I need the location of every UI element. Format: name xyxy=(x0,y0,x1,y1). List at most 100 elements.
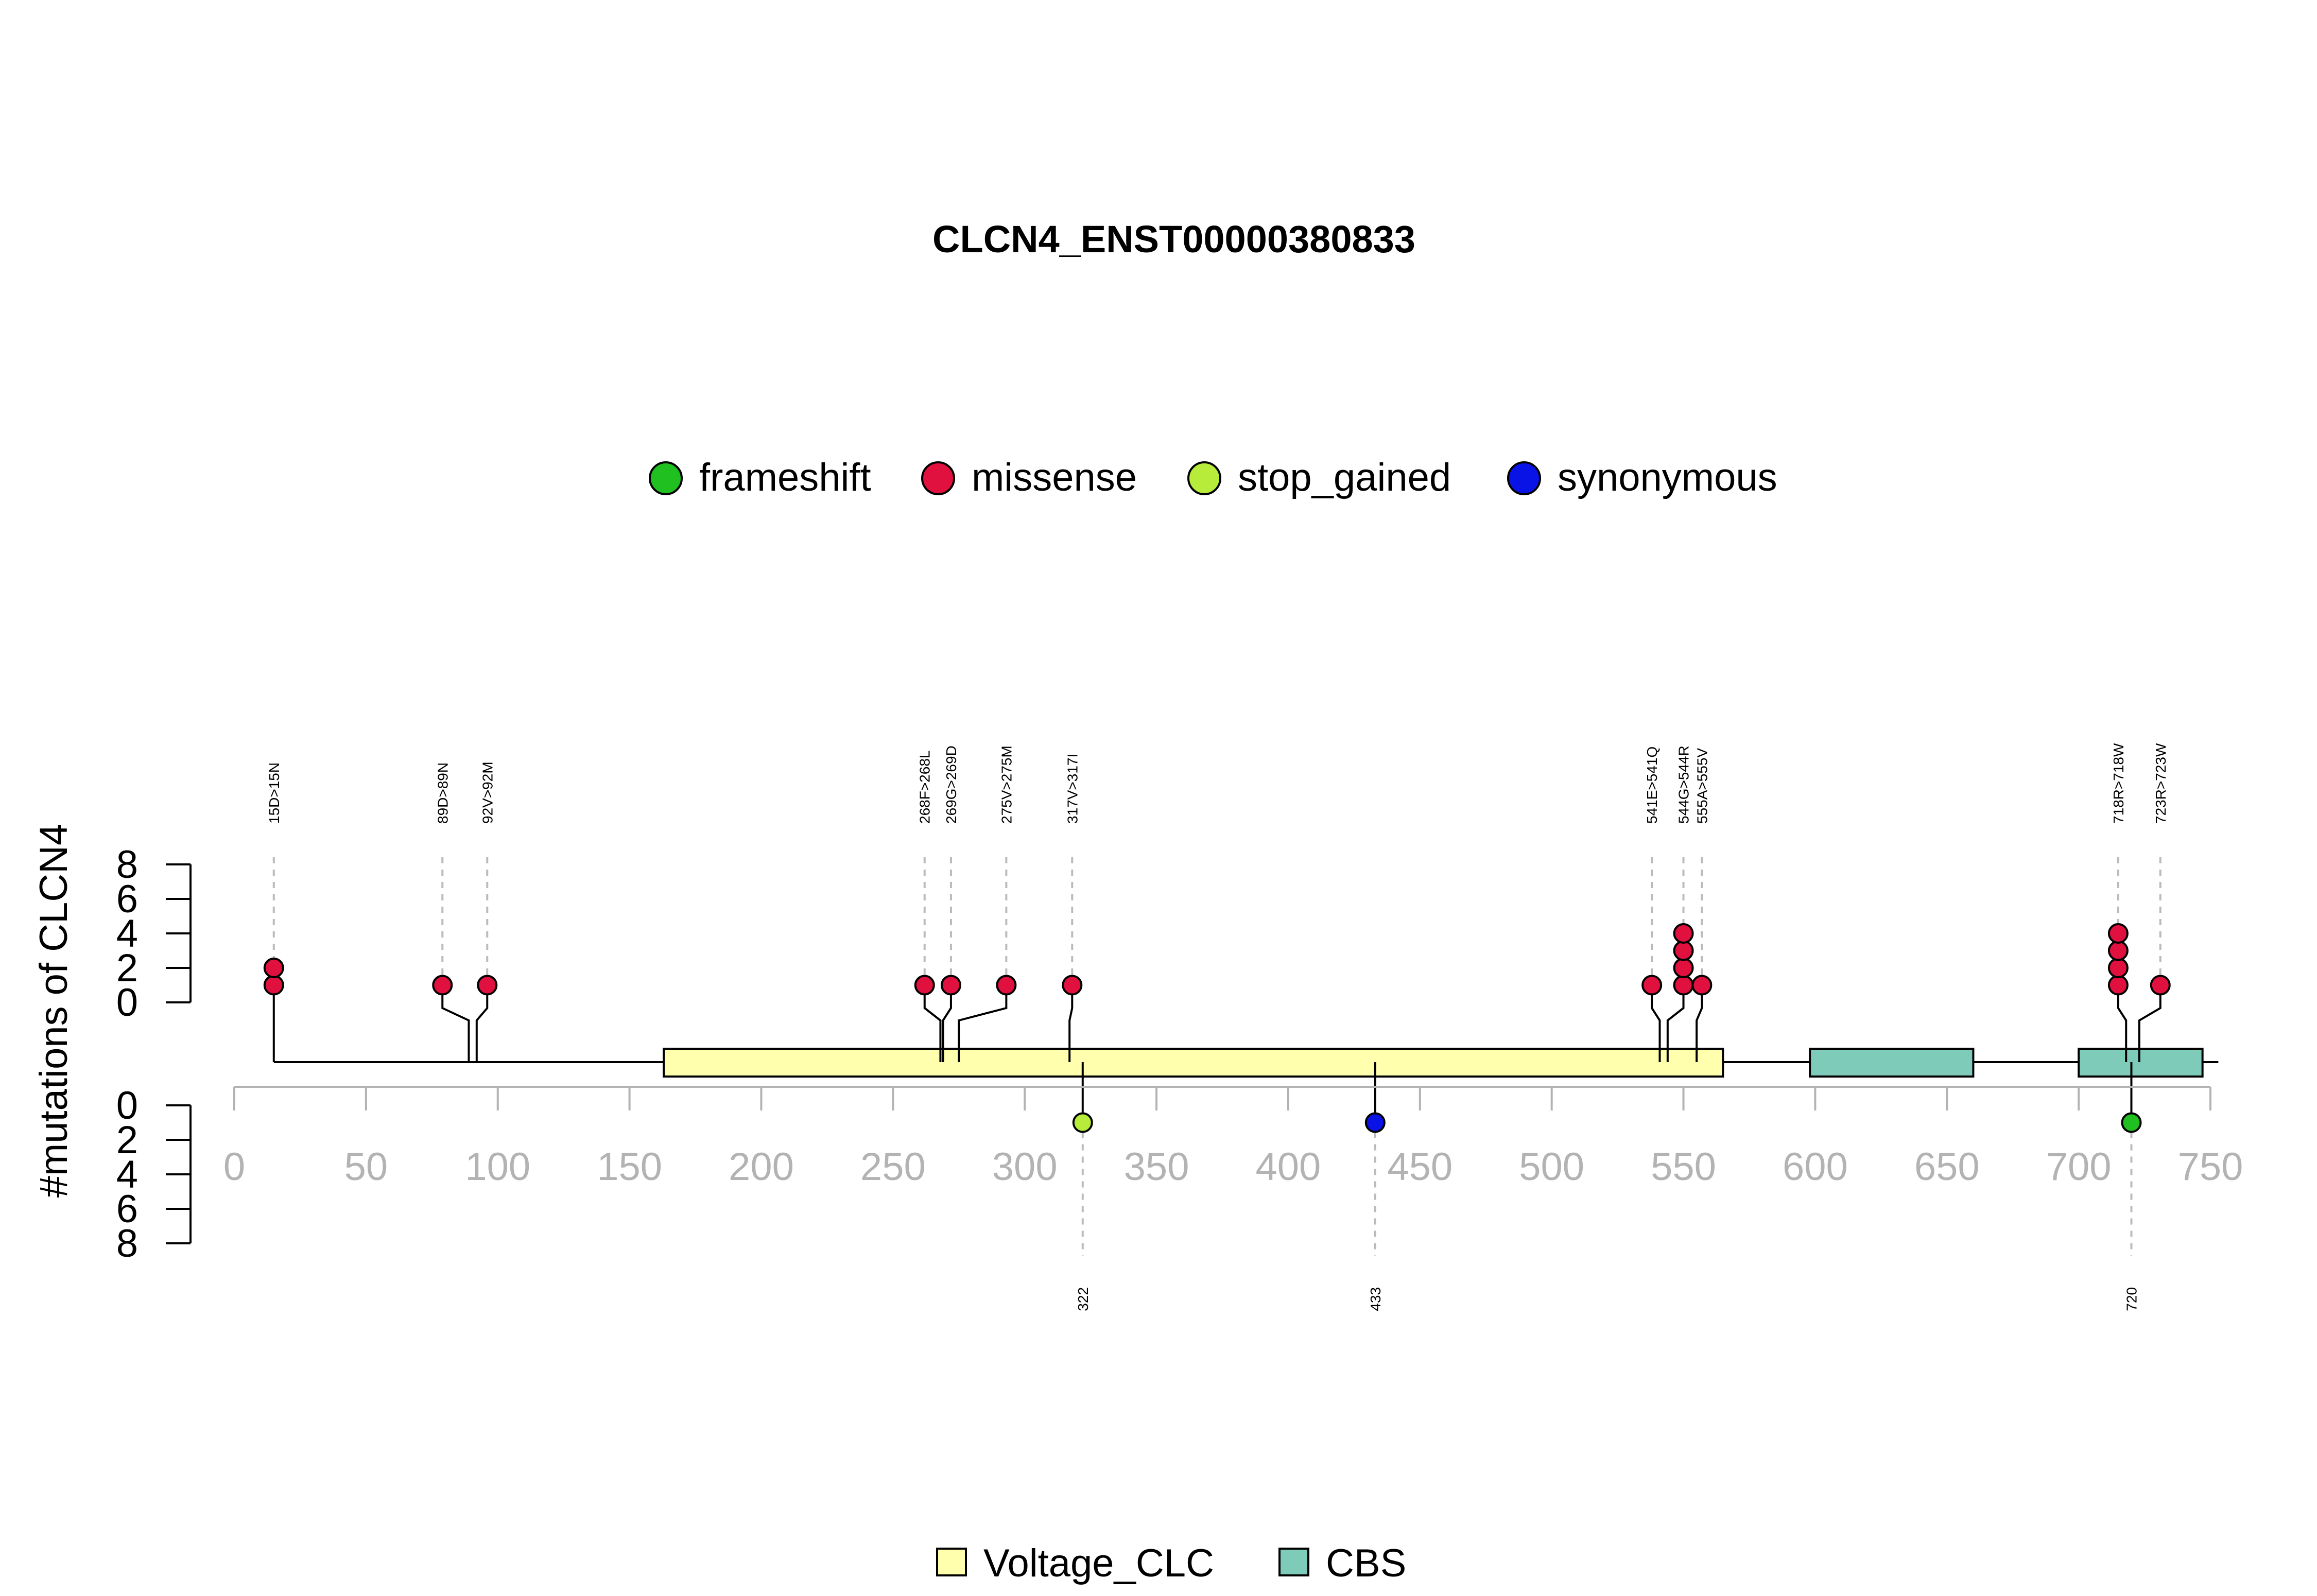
upper-guide-lines xyxy=(272,857,2162,976)
mutation-point-missense xyxy=(1641,975,1663,996)
position-axis: 0 50 100 150 200 250 300 350 400 450 500 550 600 650 7… xyxy=(223,1086,2243,1189)
lower-count-tick-label: 4 xyxy=(116,1153,138,1196)
mutation-label: 555A>555V xyxy=(1694,748,1710,824)
mutation-point-missense xyxy=(1673,940,1694,961)
legend-stop_gained-marker xyxy=(1187,461,1221,495)
mutation-stem xyxy=(958,985,1008,1062)
lower-count-tick-label: 6 xyxy=(116,1187,138,1231)
mutation-label: 89D>89N xyxy=(435,762,451,824)
y-axis-label: #mutations of CLCN4 xyxy=(32,824,76,1198)
x-tick-label: 350 xyxy=(1124,1145,1189,1189)
mutation-label: 268F>268L xyxy=(917,751,933,824)
mutation-stem xyxy=(942,985,952,1062)
mutation-stem xyxy=(441,985,470,1062)
mutation-label: 317V>317I xyxy=(1064,754,1080,824)
x-tick-label: 750 xyxy=(2178,1145,2243,1189)
x-tick-label: 0 xyxy=(223,1145,245,1189)
upper-count-tick-label: 0 xyxy=(116,981,138,1025)
mutation-point-missense xyxy=(1062,975,1083,996)
mutation-stem xyxy=(923,985,942,1062)
mutation-label: 275V>275M xyxy=(998,745,1014,824)
legend-cbs-label: CBS xyxy=(1326,1541,1406,1585)
mutation-stem xyxy=(2138,985,2162,1062)
mutation-point-missense xyxy=(477,975,498,996)
mutation-labels: 15D>15N 89D>89N 92V>92M 268F>268L 269G>269D 2… xyxy=(266,743,2169,1311)
mutation-point-missense xyxy=(432,975,453,996)
legend-voltage-clc-swatch xyxy=(936,1548,967,1576)
x-tick-label: 100 xyxy=(465,1145,530,1189)
x-tick-label: 500 xyxy=(1519,1145,1584,1189)
x-tick-label: 150 xyxy=(597,1145,662,1189)
mutation-label: 723R>723W xyxy=(2153,743,2169,824)
mutation-point-missense xyxy=(263,975,284,996)
domain-legend: Voltage_CLC CBS xyxy=(936,1541,1406,1585)
mutation-stem xyxy=(1666,985,1685,1062)
mutation-point-missense xyxy=(1673,923,1694,944)
lower-count-tick-label: 8 xyxy=(116,1222,138,1265)
domain-cbs xyxy=(1809,1048,1975,1078)
legend-missense-label: missense xyxy=(972,456,1137,499)
x-tick-label: 50 xyxy=(344,1145,388,1189)
mutation-label: 92V>92M xyxy=(479,761,495,824)
lollipop-stems xyxy=(272,933,2162,1123)
upper-count-tick-label: 6 xyxy=(116,877,138,921)
x-tick-label: 400 xyxy=(1256,1145,1321,1189)
x-tick-label: 600 xyxy=(1783,1145,1848,1189)
mutation-point-missense xyxy=(2107,940,2129,961)
mutation-point-missense xyxy=(263,958,284,978)
lower-count-tick-label: 0 xyxy=(116,1084,138,1127)
legend-stop_gained-label: stop_gained xyxy=(1238,456,1451,499)
upper-count-tick-label: 2 xyxy=(116,946,138,990)
domain-boxes xyxy=(663,1048,2204,1078)
mutation-stem xyxy=(1696,985,1703,1062)
mutation-point-missense xyxy=(914,975,935,996)
mutation-stem xyxy=(475,985,489,1062)
mutation-point-stop_gained xyxy=(1072,1112,1093,1133)
x-tick-label: 550 xyxy=(1651,1145,1716,1189)
mutation-point-missense xyxy=(940,975,961,996)
lower-guide-lines xyxy=(1081,1132,2133,1256)
mutation-label: 720 xyxy=(2123,1287,2139,1311)
legend-voltage-clc-label: Voltage_CLC xyxy=(983,1541,1214,1585)
mutation-point-missense xyxy=(2150,975,2171,996)
upper-count-tick-label: 8 xyxy=(116,843,138,887)
mutation-point-missense xyxy=(1691,975,1713,996)
x-tick-label: 300 xyxy=(992,1145,1058,1189)
legend-frameshift-label: frameshift xyxy=(699,456,871,499)
mutation-point-missense xyxy=(2107,958,2129,978)
x-tick-label: 700 xyxy=(2046,1145,2112,1189)
mutation-label: 322 xyxy=(1075,1287,1091,1311)
legend-frameshift-marker xyxy=(649,461,683,495)
mutation-label: 15D>15N xyxy=(266,762,282,824)
mutation-point-missense xyxy=(2107,975,2129,996)
legend-synonymous-marker xyxy=(1507,461,1541,495)
chart-title: CLCN4_ENST00000380833 xyxy=(932,218,1415,261)
mutation-point-missense xyxy=(996,975,1017,996)
legend-synonymous-label: synonymous xyxy=(1558,456,1777,499)
mutation-label: 433 xyxy=(1368,1287,1384,1311)
mutation-label: 269G>269D xyxy=(943,745,959,824)
lower-count-tick-label: 2 xyxy=(116,1118,138,1162)
mutation-point-missense xyxy=(2107,923,2129,944)
legend-cbs-swatch xyxy=(1278,1548,1309,1576)
x-tick-label: 250 xyxy=(860,1145,926,1189)
variant-legend: frameshift missense stop_gained synonymous xyxy=(649,456,1777,499)
x-tick-label: 450 xyxy=(1387,1145,1453,1189)
upper-count-tick-label: 4 xyxy=(116,912,138,956)
x-tick-label: 200 xyxy=(729,1145,794,1189)
mutation-label: 544G>544R xyxy=(1676,745,1692,824)
mutation-points xyxy=(263,923,2171,1133)
mutation-point-missense xyxy=(1673,975,1694,996)
mutation-point-frameshift xyxy=(2121,1112,2142,1133)
domain-cbs xyxy=(2078,1048,2204,1078)
mutation-point-missense xyxy=(1673,958,1694,978)
mutation-point-synonymous xyxy=(1364,1112,1386,1133)
mutation-label: 541E>541Q xyxy=(1644,747,1660,824)
mutation-stem xyxy=(1068,985,1074,1062)
mutation-stem xyxy=(1651,985,1661,1062)
legend-missense-marker xyxy=(921,461,955,495)
mutation-stem xyxy=(2117,985,2128,1062)
mutation-label: 718R>718W xyxy=(2111,743,2126,824)
